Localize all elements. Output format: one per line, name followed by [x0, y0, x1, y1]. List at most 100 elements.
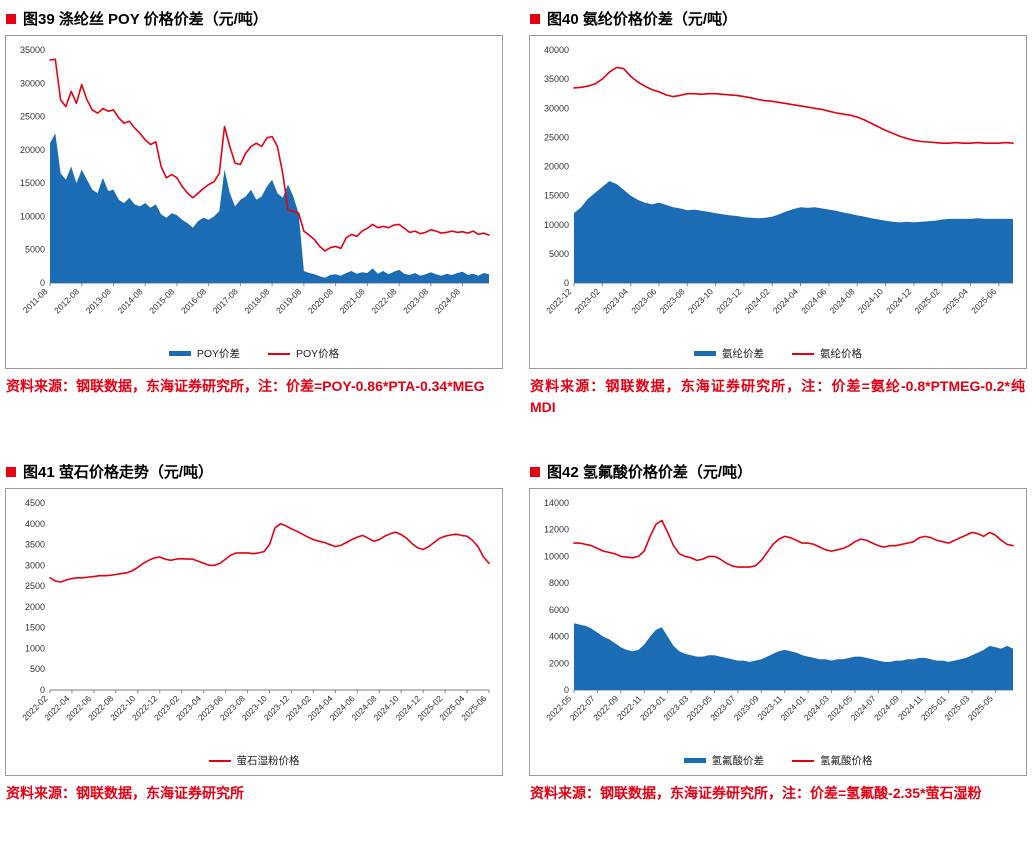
svg-text:6000: 6000	[549, 605, 569, 615]
svg-text:35000: 35000	[544, 74, 569, 84]
svg-text:5000: 5000	[25, 245, 45, 255]
legend-label: 氨纶价差	[722, 348, 764, 360]
svg-text:2023-08: 2023-08	[658, 286, 687, 315]
red-square-bullet-icon	[530, 466, 540, 477]
chart-legend: 氢氟酸价差 氢氟酸价格	[534, 751, 1022, 772]
svg-text:14000: 14000	[544, 498, 569, 508]
red-square-bullet-icon	[6, 466, 16, 477]
svg-text:2024-08: 2024-08	[828, 286, 857, 315]
svg-text:2025-04: 2025-04	[941, 286, 970, 315]
figure-42-title: 图42 氢氟酸价格价差（元/吨）	[529, 458, 1027, 488]
svg-text:0: 0	[564, 278, 569, 288]
figure-39-chart-box: 0 5000 10000 15000 20000 25000 30000 35000 2011-…	[5, 35, 503, 369]
figure-panel-41: 图41 萤石价格走势（元/吨） 0 500 1000 1500 2000 2500 3000…	[5, 458, 503, 804]
svg-text:2023-08: 2023-08	[401, 286, 430, 315]
svg-text:25000: 25000	[20, 112, 45, 122]
svg-text:2013-08: 2013-08	[84, 286, 113, 315]
legend-label: 氢氟酸价格	[820, 755, 873, 767]
figure-40-source-note: 资料来源：钢联数据，东海证券研究所，注：价差=氨纶-0.8*PTMEG-0.2*…	[530, 378, 1025, 415]
figure-panel-39: 图39 涤纶丝 POY 价格价差（元/吨） 0 5000 10000 15000 200…	[5, 5, 503, 418]
legend-label: 氢氟酸价差	[711, 755, 765, 767]
svg-text:2022-12: 2022-12	[544, 286, 573, 315]
figure-panel-40: 图40 氨纶价格价差（元/吨） 0 5000 10000 15000 20000 2500…	[529, 5, 1027, 418]
figure-39-title: 图39 涤纶丝 POY 价格价差（元/吨）	[5, 5, 503, 35]
svg-text:2024-02: 2024-02	[743, 286, 772, 315]
svg-text:2024-12: 2024-12	[884, 286, 913, 315]
figure-41-source-note: 资料来源：钢联数据，东海证券研究所	[6, 785, 244, 801]
legend-item: POY价格	[268, 346, 339, 361]
figure-title-text: 图40 氨纶价格价差（元/吨）	[547, 11, 738, 28]
figure-41-chart-box: 0 500 1000 1500 2000 2500 3000 3500 4000 4500 2022…	[5, 488, 503, 776]
svg-text:2022-08: 2022-08	[369, 286, 398, 315]
svg-text:1500: 1500	[25, 623, 45, 633]
svg-text:10000: 10000	[544, 551, 569, 561]
svg-text:2023-12: 2023-12	[714, 286, 743, 315]
chart-legend: 氨纶价差 氨纶价格	[534, 344, 1022, 365]
svg-text:2018-08: 2018-08	[242, 286, 271, 315]
svg-text:35000: 35000	[20, 45, 45, 55]
legend-item: POY价差	[168, 346, 240, 361]
svg-text:2023-09: 2023-09	[732, 693, 761, 722]
figure-title-text: 图41 萤石价格走势（元/吨）	[23, 464, 214, 481]
legend-line-marker-icon	[792, 352, 814, 355]
svg-text:40000: 40000	[544, 45, 569, 55]
legend-item: 氨纶价差	[694, 346, 764, 361]
svg-text:15000: 15000	[20, 178, 45, 188]
svg-text:20000: 20000	[544, 162, 569, 172]
legend-label: 萤石湿粉价格	[236, 755, 300, 767]
svg-text:2022-09: 2022-09	[591, 693, 620, 722]
svg-text:2020-08: 2020-08	[306, 286, 335, 315]
svg-text:25000: 25000	[544, 132, 569, 142]
legend-area-marker-icon	[683, 758, 706, 763]
svg-text:4000: 4000	[25, 519, 45, 529]
svg-text:20000: 20000	[20, 145, 45, 155]
svg-text:2011-08: 2011-08	[21, 286, 50, 315]
legend-line-marker-icon	[792, 759, 814, 762]
svg-text:2024-04: 2024-04	[771, 286, 800, 315]
svg-text:3500: 3500	[25, 540, 45, 550]
figure-40-title: 图40 氨纶价格价差（元/吨）	[529, 5, 1027, 35]
legend-line-marker-icon	[208, 759, 231, 762]
legend-item: 氨纶价格	[792, 346, 862, 361]
svg-text:0: 0	[564, 685, 569, 695]
svg-text:3000: 3000	[25, 560, 45, 570]
svg-text:30000: 30000	[544, 103, 569, 113]
legend-label: 氨纶价格	[820, 348, 862, 360]
figure-41-title: 图41 萤石价格走势（元/吨）	[5, 458, 503, 488]
svg-text:0: 0	[40, 278, 45, 288]
poy-price-spread-chart: 0 5000 10000 15000 20000 25000 30000 35000 2011-…	[10, 41, 498, 365]
svg-text:2012-08: 2012-08	[52, 286, 81, 315]
svg-text:2019-08: 2019-08	[274, 286, 303, 315]
svg-text:2024-06: 2024-06	[799, 286, 828, 315]
svg-text:1000: 1000	[25, 643, 45, 653]
svg-text:10000: 10000	[20, 211, 45, 221]
svg-text:5000: 5000	[549, 249, 569, 259]
svg-text:0: 0	[40, 685, 45, 695]
red-square-bullet-icon	[530, 13, 540, 24]
figure-title-text: 图39 涤纶丝 POY 价格价差（元/吨）	[23, 11, 268, 28]
figure-39-source-note: 资料来源：钢联数据，东海证券研究所，注：价差=POY-0.86*PTA-0.34…	[6, 378, 485, 394]
legend-item: 萤石湿粉价格	[208, 753, 300, 768]
svg-text:2024-08: 2024-08	[433, 286, 462, 315]
svg-text:2016-08: 2016-08	[179, 286, 208, 315]
svg-text:2025-06: 2025-06	[969, 286, 998, 315]
svg-text:2017-08: 2017-08	[211, 286, 240, 315]
legend-item: 氢氟酸价差	[683, 753, 765, 768]
svg-text:12000: 12000	[544, 525, 569, 535]
hydrofluoric-acid-price-spread-chart: 0 2000 4000 6000 8000 10000 12000 14000 2022-05 2…	[534, 494, 1022, 772]
legend-label: POY价格	[296, 348, 340, 360]
svg-text:4000: 4000	[549, 632, 569, 642]
red-square-bullet-icon	[6, 13, 16, 24]
svg-text:2023-04: 2023-04	[601, 286, 630, 315]
legend-area-marker-icon	[168, 351, 191, 356]
svg-text:2000: 2000	[25, 602, 45, 612]
svg-text:2015-08: 2015-08	[147, 286, 176, 315]
chart-legend: 萤石湿粉价格	[10, 751, 498, 772]
figure-grid: 图39 涤纶丝 POY 价格价差（元/吨） 0 5000 10000 15000 200…	[5, 5, 1027, 804]
svg-text:2025-06: 2025-06	[459, 693, 488, 722]
fluorite-price-chart: 0 500 1000 1500 2000 2500 3000 3500 4000 4500 2022…	[10, 494, 498, 772]
svg-text:2024-09: 2024-09	[872, 693, 901, 722]
legend-line-marker-icon	[268, 352, 290, 355]
legend-area-marker-icon	[694, 351, 716, 356]
